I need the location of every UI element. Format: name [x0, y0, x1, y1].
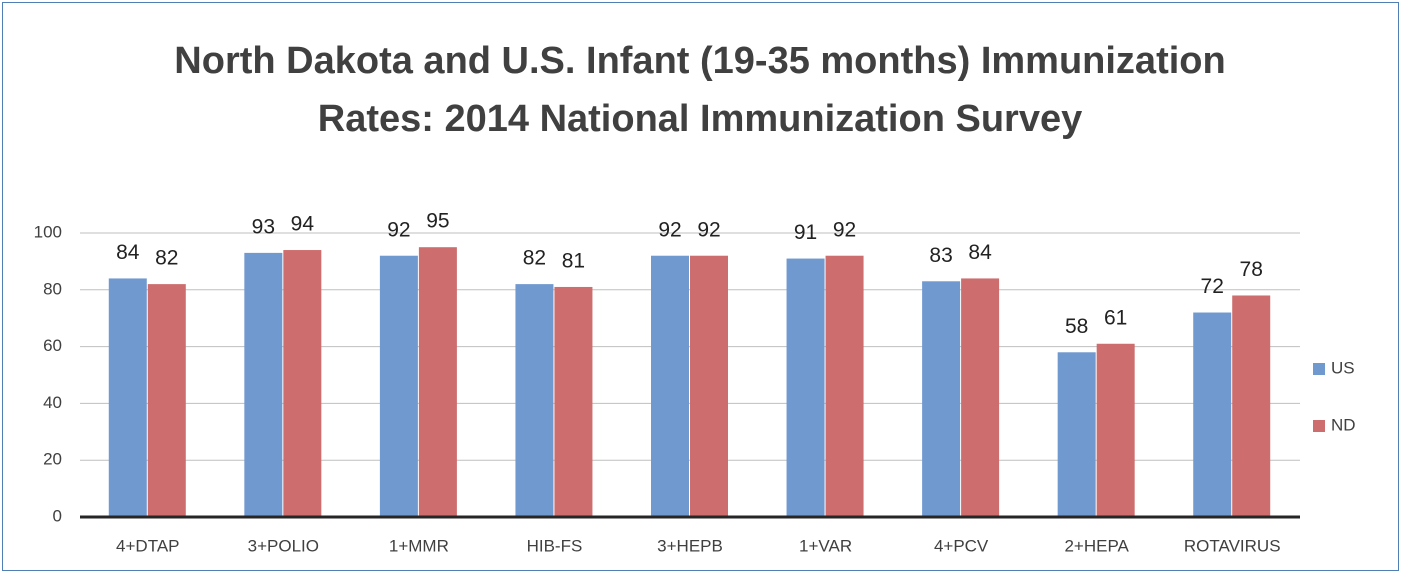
chart-title: North Dakota and U.S. Infant (19-35 mont…: [174, 40, 1226, 140]
bar: [1193, 312, 1232, 517]
bar: [1057, 352, 1096, 517]
bar: [1232, 295, 1271, 517]
data-label: 81: [562, 250, 585, 273]
x-tick-label: 1+MMR: [389, 536, 449, 555]
bar: [922, 281, 961, 517]
y-tick-label: 20: [43, 450, 62, 469]
bar: [515, 284, 554, 517]
y-tick-label: 80: [43, 279, 62, 298]
legend-label: ND: [1331, 415, 1356, 434]
legend-swatch: [1313, 420, 1325, 432]
legend-swatch: [1313, 363, 1325, 375]
bar: [825, 255, 864, 517]
bar: [961, 278, 1000, 517]
data-label: 93: [252, 215, 275, 238]
bar: [554, 286, 593, 517]
x-tick-label: 1+VAR: [799, 536, 852, 555]
y-tick-label: 40: [43, 393, 62, 412]
bar: [786, 258, 825, 517]
data-label: 83: [929, 244, 952, 267]
x-tick-label: 3+HEPB: [657, 536, 723, 555]
legend-label: US: [1331, 358, 1355, 377]
data-label: 94: [291, 213, 315, 236]
y-tick-label: 100: [34, 222, 62, 241]
data-label: 61: [1104, 306, 1127, 329]
data-label: 58: [1065, 315, 1088, 338]
data-label: 72: [1201, 275, 1224, 298]
x-tick-label: 2+HEPA: [1064, 536, 1129, 555]
data-label: 91: [794, 221, 817, 244]
data-label: 84: [116, 241, 140, 264]
data-label: 82: [155, 247, 178, 270]
bar: [690, 255, 728, 517]
x-tick-label: HIB-FS: [527, 536, 583, 555]
data-label: 82: [523, 247, 546, 270]
bar: [147, 284, 186, 517]
x-tick-label: ROTAVIRUS: [1184, 536, 1281, 555]
x-tick-label: 4+DTAP: [116, 536, 179, 555]
bar: [651, 255, 689, 517]
data-label: 92: [658, 218, 681, 241]
data-label: 95: [426, 210, 449, 233]
y-tick-label: 0: [53, 506, 62, 525]
bar: [1096, 343, 1135, 517]
x-tick-label: 3+POLIO: [248, 536, 319, 555]
bar: [108, 278, 147, 517]
bar: [283, 250, 322, 518]
data-label: 92: [387, 218, 410, 241]
data-label: 92: [697, 218, 720, 241]
x-tick-label: 4+PCV: [934, 536, 989, 555]
data-label: 92: [833, 218, 856, 241]
y-tick-label: 60: [43, 336, 62, 355]
bar: [244, 252, 283, 517]
data-label: 84: [968, 241, 992, 264]
bar: [418, 247, 457, 517]
bar: [379, 255, 418, 517]
data-label: 78: [1240, 258, 1263, 281]
